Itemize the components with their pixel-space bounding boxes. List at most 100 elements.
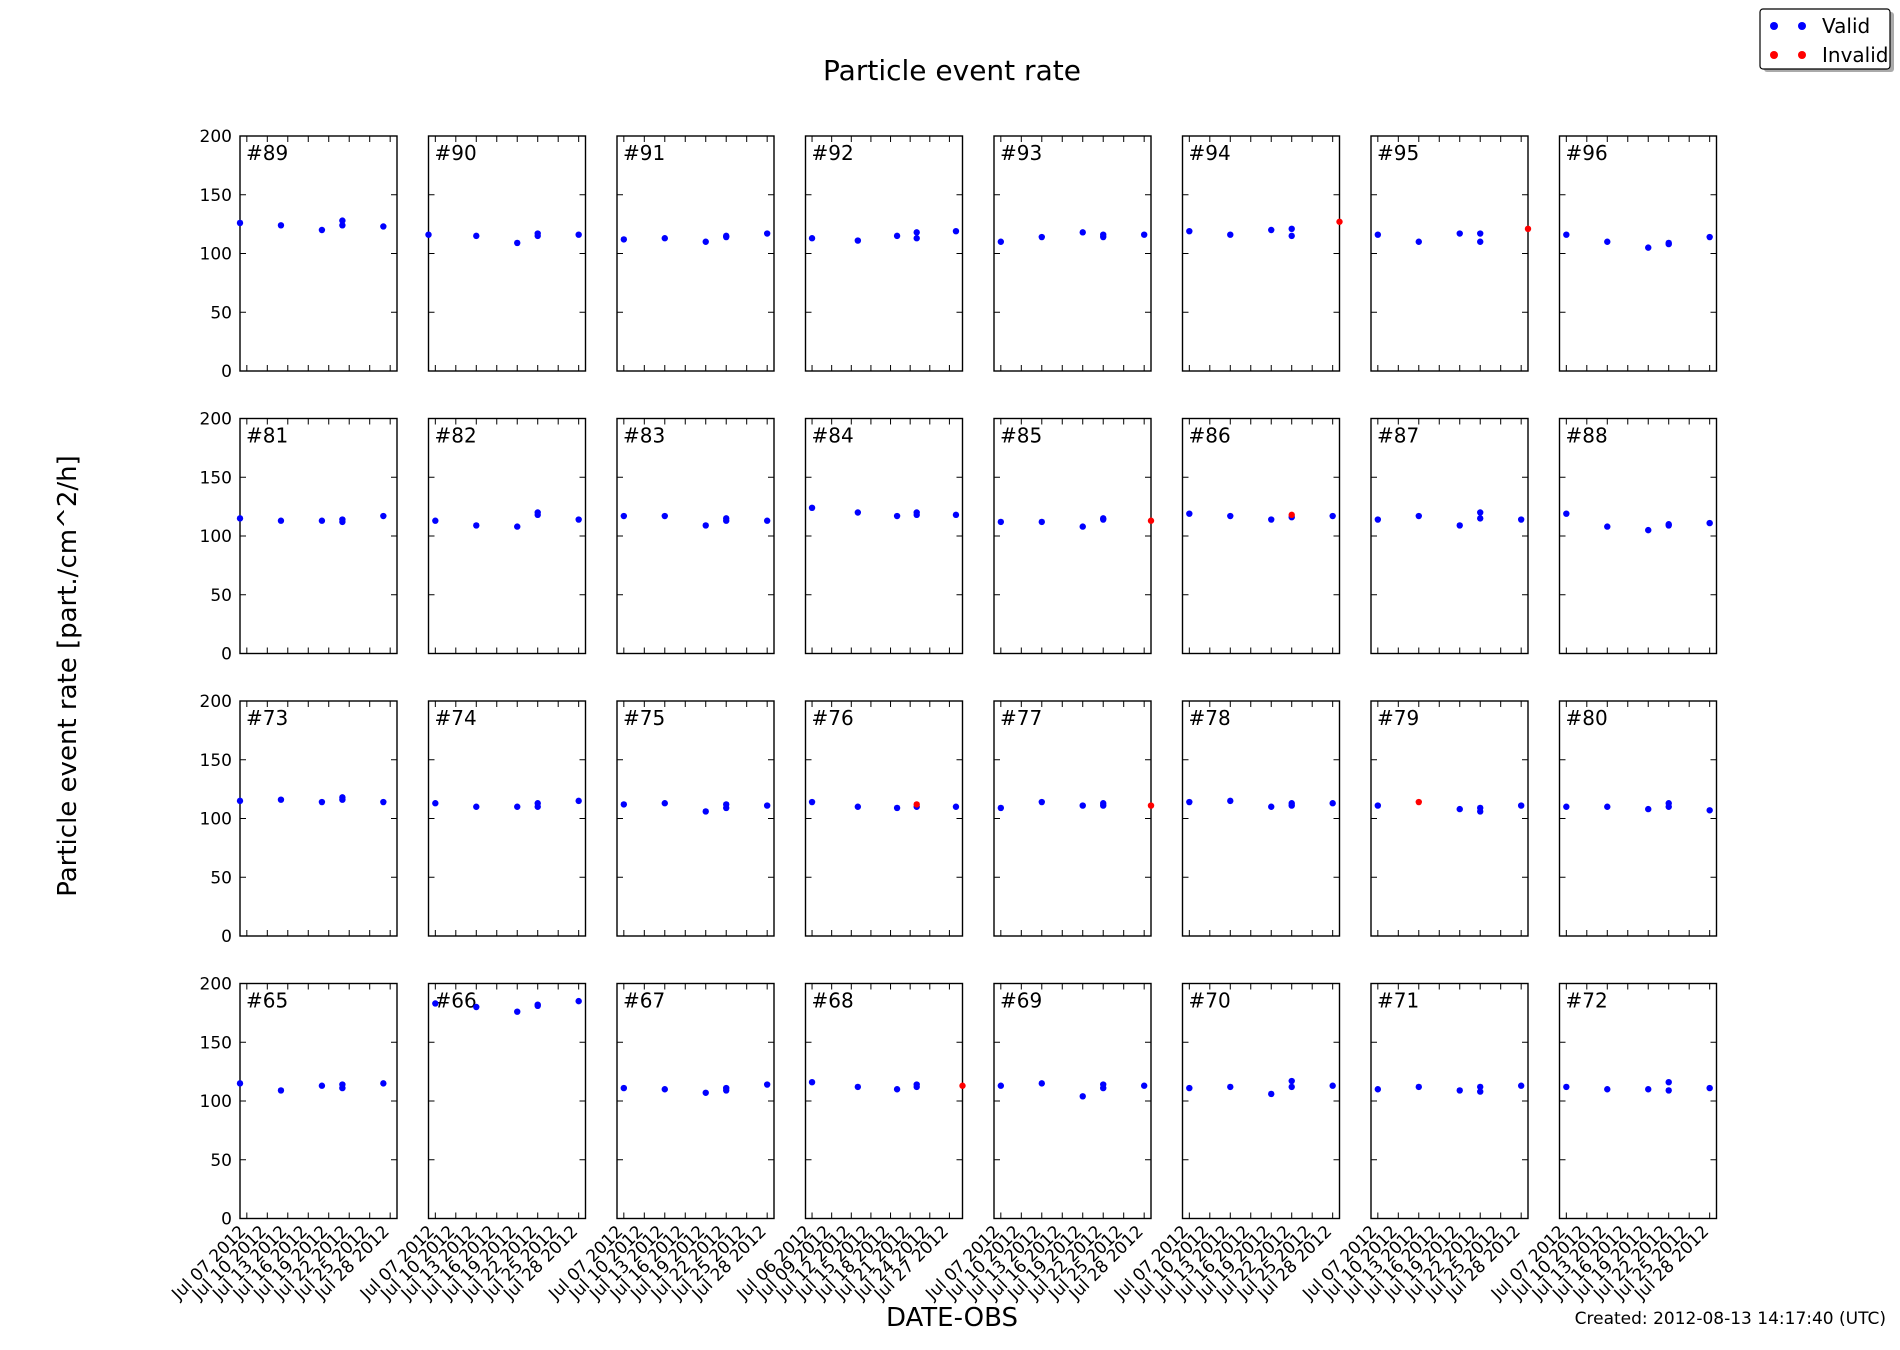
panel-84: #84 bbox=[804, 417, 964, 655]
valid-point bbox=[380, 223, 387, 230]
valid-point bbox=[1079, 802, 1086, 809]
panel-81: 0 50 100 150 200 #81 bbox=[200, 410, 398, 665]
valid-point bbox=[854, 803, 862, 810]
valid-point bbox=[1227, 231, 1234, 238]
valid-point bbox=[1268, 1090, 1275, 1098]
valid-point bbox=[339, 796, 346, 803]
valid-point bbox=[1227, 1083, 1234, 1091]
valid-point bbox=[808, 1079, 816, 1086]
valid-point bbox=[1645, 526, 1652, 534]
y-tick-label: 50 bbox=[210, 586, 232, 606]
valid-point bbox=[1100, 516, 1107, 523]
panel-80: #80 bbox=[1558, 700, 1718, 937]
valid-point bbox=[1563, 803, 1570, 810]
valid-point bbox=[893, 512, 901, 520]
valid-point bbox=[473, 232, 480, 240]
valid-point bbox=[1477, 808, 1484, 815]
valid-point bbox=[620, 801, 628, 808]
valid-point bbox=[318, 1082, 326, 1089]
valid-point bbox=[1329, 512, 1336, 520]
valid-point bbox=[534, 232, 541, 240]
valid-point bbox=[1374, 802, 1382, 809]
valid-point bbox=[339, 518, 346, 526]
panel-frame bbox=[804, 700, 964, 937]
panel-frame bbox=[993, 135, 1152, 372]
valid-point bbox=[893, 1086, 901, 1093]
panel-94: #94 bbox=[1181, 135, 1343, 372]
panel-frame bbox=[1558, 982, 1718, 1220]
y-tick-label: 0 bbox=[221, 1210, 232, 1230]
valid-point bbox=[661, 512, 668, 520]
panel-frame bbox=[616, 982, 775, 1220]
panel-label: #82 bbox=[435, 424, 477, 448]
panel-frame bbox=[1370, 982, 1529, 1220]
panel-label: #85 bbox=[1000, 424, 1042, 448]
panel-frame bbox=[1181, 417, 1341, 655]
valid-point bbox=[339, 222, 346, 229]
panel-88: #88 bbox=[1558, 417, 1718, 655]
y-tick-label: 200 bbox=[200, 127, 232, 147]
valid-point bbox=[432, 517, 439, 524]
valid-point bbox=[534, 803, 541, 810]
valid-point bbox=[277, 796, 285, 803]
y-tick-label: 0 bbox=[221, 645, 232, 665]
valid-point bbox=[997, 804, 1005, 812]
valid-point bbox=[1374, 1086, 1382, 1093]
y-tick-label: 150 bbox=[200, 751, 232, 771]
valid-point bbox=[997, 518, 1005, 526]
valid-point bbox=[1477, 230, 1484, 237]
panel-frame bbox=[1558, 700, 1718, 937]
y-tick-label: 200 bbox=[200, 975, 232, 995]
y-tick-label: 100 bbox=[200, 810, 232, 830]
panel-label: #88 bbox=[1566, 424, 1608, 448]
valid-point bbox=[702, 522, 709, 529]
legend-marker-invalid bbox=[1770, 51, 1778, 59]
panel-frame bbox=[1181, 700, 1341, 937]
valid-point bbox=[1604, 523, 1611, 530]
legend-marker-valid bbox=[1770, 22, 1778, 30]
panel-label: #84 bbox=[812, 424, 854, 448]
panel-label: #72 bbox=[1566, 989, 1608, 1013]
valid-point bbox=[1038, 798, 1045, 806]
y-tick-label: 50 bbox=[210, 1151, 232, 1171]
valid-point bbox=[1140, 1082, 1148, 1089]
panel-label: #86 bbox=[1189, 424, 1231, 448]
valid-point bbox=[1186, 510, 1193, 517]
invalid-point bbox=[1524, 225, 1532, 233]
valid-point bbox=[236, 1080, 244, 1087]
valid-point bbox=[236, 797, 244, 805]
y-tick-label: 200 bbox=[200, 692, 232, 712]
legend: Valid Invalid bbox=[1759, 8, 1894, 72]
panel-frame bbox=[1370, 417, 1529, 655]
valid-point bbox=[1374, 516, 1382, 523]
valid-point bbox=[1100, 802, 1107, 809]
panel-label: #80 bbox=[1566, 706, 1608, 730]
valid-point bbox=[380, 512, 387, 520]
valid-point bbox=[277, 517, 285, 524]
valid-point bbox=[808, 235, 816, 242]
valid-point bbox=[1604, 1086, 1611, 1093]
valid-point bbox=[236, 219, 244, 227]
valid-point bbox=[1100, 1084, 1107, 1092]
valid-point bbox=[1706, 519, 1713, 527]
valid-point bbox=[620, 1084, 628, 1092]
valid-point bbox=[1563, 510, 1570, 517]
panel-label: #78 bbox=[1189, 706, 1231, 730]
valid-point bbox=[425, 231, 432, 238]
valid-point bbox=[534, 511, 541, 519]
panel-grid: 0 50 100 150 200 #89 #90 #91 #92 #93 #94 #95 #96 0 50 1… bbox=[167, 127, 1718, 1305]
y-tick-label: 150 bbox=[200, 1033, 232, 1053]
valid-point bbox=[473, 1003, 480, 1011]
valid-point bbox=[952, 227, 960, 235]
valid-point bbox=[473, 522, 480, 529]
y-axis-label: Particle event rate [part./cm^2/h] bbox=[53, 455, 83, 897]
valid-point bbox=[854, 1083, 862, 1091]
valid-point bbox=[514, 239, 521, 247]
valid-point bbox=[1477, 1088, 1484, 1095]
valid-point bbox=[1186, 798, 1193, 806]
panel-frame bbox=[804, 982, 964, 1220]
created-timestamp: Created: 2012-08-13 14:17:40 (UTC) bbox=[1575, 1309, 1886, 1329]
valid-point bbox=[723, 517, 730, 524]
valid-point bbox=[1268, 803, 1275, 810]
